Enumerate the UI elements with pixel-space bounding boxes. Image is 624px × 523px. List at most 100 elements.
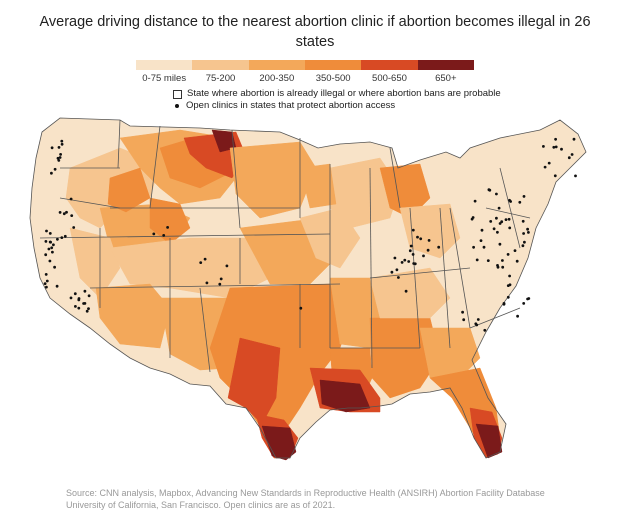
clinic-dot <box>219 277 223 281</box>
clinic-dot <box>522 195 526 198</box>
clinic-dot <box>489 220 493 223</box>
distance-legend: 0-75 miles 75-200 200-350 350-500 500-65… <box>136 60 474 94</box>
state-border-line <box>389 147 401 209</box>
clinic-dot <box>407 260 411 263</box>
state-outline-icon <box>173 89 182 99</box>
minnesota-region <box>299 163 337 209</box>
clinic-dot <box>58 211 62 214</box>
clinic-dot <box>553 174 557 178</box>
state-border-line <box>149 125 161 209</box>
state-border-line <box>117 119 121 169</box>
clinic-dot <box>504 218 508 221</box>
clinic-dot <box>397 276 400 279</box>
clinic-dot <box>51 250 54 254</box>
clinic-dot <box>390 270 394 274</box>
legend-label-3: 350-500 <box>315 73 351 84</box>
state-border-line <box>449 207 471 329</box>
clinic-dot <box>199 261 203 264</box>
clinic-dot <box>523 240 526 244</box>
clinic-dot <box>395 268 399 272</box>
clinic-dot <box>437 245 441 249</box>
clinic-dot <box>44 273 48 276</box>
legend-label-2: 200-350 <box>259 73 295 84</box>
state-border-line <box>39 233 331 239</box>
clinic-dot <box>488 188 492 192</box>
state-border-line <box>369 167 373 369</box>
us-map <box>0 108 624 478</box>
state-border-line <box>369 267 471 279</box>
clinic-dot <box>483 328 487 332</box>
clinic-dot <box>496 230 499 234</box>
clinic-dot <box>509 200 512 203</box>
legend-label-4: 500-650 <box>372 73 407 84</box>
clinic-dot <box>419 237 423 241</box>
clinic-dot <box>567 156 571 160</box>
legend-swatch-3 <box>304 60 362 70</box>
clinic-dot <box>462 318 466 322</box>
clinic-dot <box>152 232 156 236</box>
clinic-dot <box>479 239 483 243</box>
note-states: State where abortion is already illegal … <box>173 88 501 100</box>
arizona-region <box>95 283 171 349</box>
clinic-dot <box>53 167 57 171</box>
georgia-region <box>419 327 481 379</box>
clinic-dot <box>427 239 431 242</box>
clinic-dot <box>400 261 404 264</box>
clinic-dot <box>497 206 501 210</box>
clinic-dot <box>52 243 55 247</box>
clinic-dot <box>408 249 412 253</box>
clinic-dot <box>492 227 496 231</box>
clinic-dot <box>70 214 74 217</box>
clinic-dot <box>83 302 87 305</box>
clinic-dot <box>522 232 525 235</box>
clinic-dot <box>60 142 64 146</box>
clinic-dot <box>63 234 67 238</box>
clinic-dot <box>527 297 531 300</box>
clinic-dot <box>45 279 49 283</box>
map-title: Average driving distance to the nearest … <box>39 14 591 50</box>
clinic-dot <box>554 145 558 149</box>
clinic-dot <box>572 137 576 141</box>
clinic-dot <box>409 244 413 248</box>
clinic-dot <box>225 264 229 268</box>
clinic-dot <box>48 259 52 263</box>
clinic-dot <box>77 306 81 310</box>
legend-label-0: 0-75 miles <box>142 73 187 84</box>
clinic-dot <box>426 248 430 252</box>
clinic-dot <box>44 253 48 257</box>
clinic-dot <box>45 229 48 233</box>
clinic-dot <box>508 226 512 230</box>
clinic-dot <box>486 259 490 262</box>
clinic-dot <box>77 297 81 300</box>
legend-swatch-4 <box>361 60 418 70</box>
clinic-dot <box>516 314 519 318</box>
legend-color-bar <box>136 60 474 70</box>
clinic-dot <box>403 258 407 262</box>
us-map-svg <box>29 117 587 461</box>
louisiana-south <box>319 379 371 413</box>
clinic-dot <box>87 307 90 310</box>
clinic-dot <box>526 227 529 231</box>
clinic-dot <box>495 216 498 220</box>
state-border-line <box>89 283 341 289</box>
clinic-dot <box>59 153 62 156</box>
clinic-dot <box>50 146 54 150</box>
source-note: Source: CNN analysis, Mapbox, Advancing … <box>66 487 606 511</box>
clinic-dot <box>83 289 87 293</box>
clinic-dot <box>474 322 478 326</box>
clinic-dot <box>498 222 502 225</box>
clinic-dot <box>48 232 52 235</box>
clinic-dot <box>299 306 303 310</box>
state-border-line <box>409 207 421 349</box>
legend-swatch-1 <box>192 60 249 70</box>
clinic-dot <box>411 228 415 232</box>
clinic-dot <box>404 289 408 293</box>
clinic-dot <box>554 137 557 141</box>
state-borders <box>29 117 587 459</box>
clinic-dot <box>506 253 510 256</box>
legend-swatch-5 <box>417 60 474 70</box>
state-border-line <box>199 287 211 373</box>
clinic-dot <box>552 145 556 149</box>
clinic-dot <box>56 237 59 241</box>
clinic-dot <box>50 246 54 250</box>
